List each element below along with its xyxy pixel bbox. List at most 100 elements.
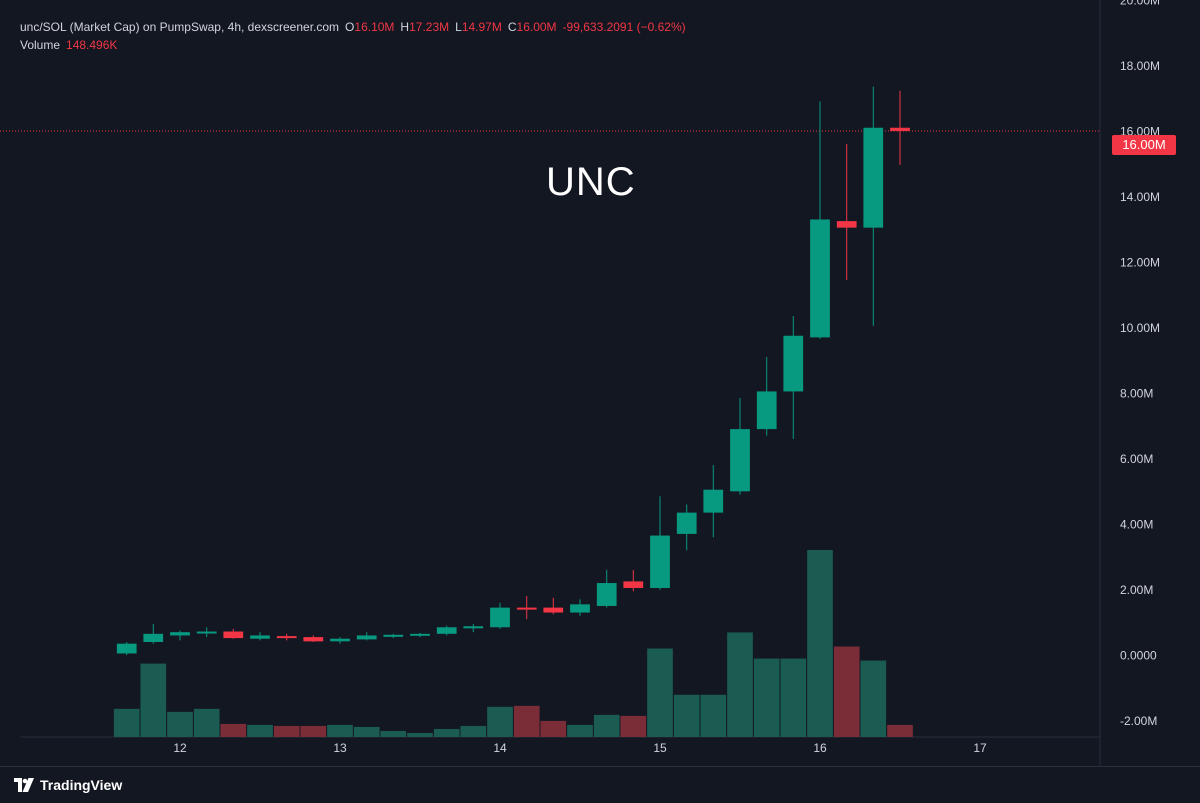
candle — [890, 90, 910, 165]
candle — [863, 86, 884, 326]
volume-bar — [647, 648, 673, 737]
close-value: 16.00M — [516, 20, 557, 34]
candle — [490, 602, 510, 629]
candle-body — [596, 583, 617, 606]
candle-body — [223, 631, 244, 639]
volume-bar — [833, 646, 860, 737]
low-value: 14.97M — [461, 20, 502, 34]
high-label: H — [400, 20, 410, 34]
candle-body — [863, 127, 884, 228]
candle — [783, 316, 804, 439]
y-tick-label: 0.0000 — [1120, 649, 1157, 663]
candle-body — [516, 607, 537, 610]
y-axis-ticks: 20.00M18.00M16.00M14.00M12.00M10.00M8.00… — [1120, 0, 1160, 728]
candle-body — [756, 391, 777, 430]
candles — [116, 86, 910, 656]
candle-body — [303, 637, 324, 642]
volume-bar — [860, 660, 887, 737]
x-tick-label: 12 — [173, 741, 187, 755]
low-label: L — [455, 20, 462, 34]
volume-bar — [380, 730, 407, 737]
volume-bar — [353, 726, 380, 737]
candle — [303, 635, 324, 643]
volume-bar — [487, 706, 513, 737]
volume-bar — [300, 725, 327, 737]
volume-bar — [220, 723, 247, 737]
volume-bar — [593, 714, 620, 737]
candle — [836, 144, 857, 281]
symbol-title[interactable]: unc/SOL (Market Cap) on PumpSwap, 4h, de… — [20, 20, 340, 34]
candle-body — [356, 635, 377, 640]
tradingview-icon — [14, 778, 34, 792]
candle — [143, 623, 164, 644]
candle-body — [543, 607, 564, 613]
candle-body — [436, 627, 457, 634]
candle — [330, 637, 350, 644]
candle — [276, 633, 297, 641]
candle-body — [250, 635, 270, 639]
volume-bar — [407, 732, 433, 737]
candle — [623, 569, 644, 592]
y-tick-label: 6.00M — [1120, 452, 1153, 466]
candle-body — [810, 219, 830, 338]
y-tick-label: 12.00M — [1120, 256, 1160, 270]
candle-body — [170, 632, 190, 636]
candle — [250, 632, 270, 641]
x-tick-label: 17 — [973, 741, 987, 755]
candle — [196, 627, 217, 638]
candle-body — [783, 335, 804, 392]
tradingview-logo[interactable]: TradingView — [14, 777, 122, 793]
high-value: 17.23M — [409, 20, 450, 34]
y-tick-label: 20.00M — [1120, 0, 1160, 8]
candle — [543, 597, 564, 615]
last-price-tag: 16.00M — [1112, 135, 1176, 155]
candle-body — [196, 631, 217, 634]
candle-body — [623, 581, 644, 588]
candle — [383, 633, 404, 639]
volume-label[interactable]: Volume — [20, 38, 61, 52]
candle — [676, 504, 697, 551]
volume-bar — [327, 724, 353, 737]
volume-bar — [247, 724, 273, 737]
candle — [223, 628, 244, 639]
y-tick-label: 18.00M — [1120, 59, 1160, 73]
volume-bar — [727, 632, 753, 737]
candle-body — [703, 489, 724, 513]
volume-bar — [700, 694, 727, 737]
volume-bar — [807, 550, 833, 737]
candle — [596, 569, 617, 608]
candle — [730, 397, 750, 495]
y-tick-label: -2.00M — [1120, 714, 1157, 728]
volume-bar — [540, 720, 567, 737]
volume-legend: Volume 148.496K — [20, 37, 117, 53]
candle-body — [650, 535, 670, 588]
y-tick-label: 10.00M — [1120, 321, 1160, 335]
open-value: 16.10M — [354, 20, 395, 34]
volume-bar — [887, 724, 913, 737]
brand-name: TradingView — [40, 777, 123, 793]
close-label: C — [507, 20, 517, 34]
volume-value: 148.496K — [66, 38, 118, 52]
volume-bar — [753, 658, 780, 737]
volume-bar — [433, 728, 460, 737]
volume-bar — [567, 724, 593, 737]
candle-body — [410, 633, 430, 636]
symbol-watermark: UNC — [546, 160, 636, 204]
candle — [516, 596, 537, 620]
candle-body — [730, 429, 750, 492]
volume-bar — [620, 715, 647, 737]
footer-bar: TradingView — [0, 766, 1200, 803]
candle-body — [676, 512, 697, 534]
y-tick-label: 8.00M — [1120, 387, 1153, 401]
change-value: -99,633.2091 (−0.62%) — [562, 20, 686, 34]
x-axis-ticks: 12 13 14 15 16 17 — [173, 741, 987, 755]
candle-body — [890, 127, 910, 132]
volume-bar — [673, 694, 700, 737]
volume-bar — [167, 711, 193, 737]
x-tick-label: 15 — [653, 741, 667, 755]
candle — [436, 625, 457, 636]
candle — [650, 496, 670, 590]
volume-bar — [273, 725, 300, 737]
